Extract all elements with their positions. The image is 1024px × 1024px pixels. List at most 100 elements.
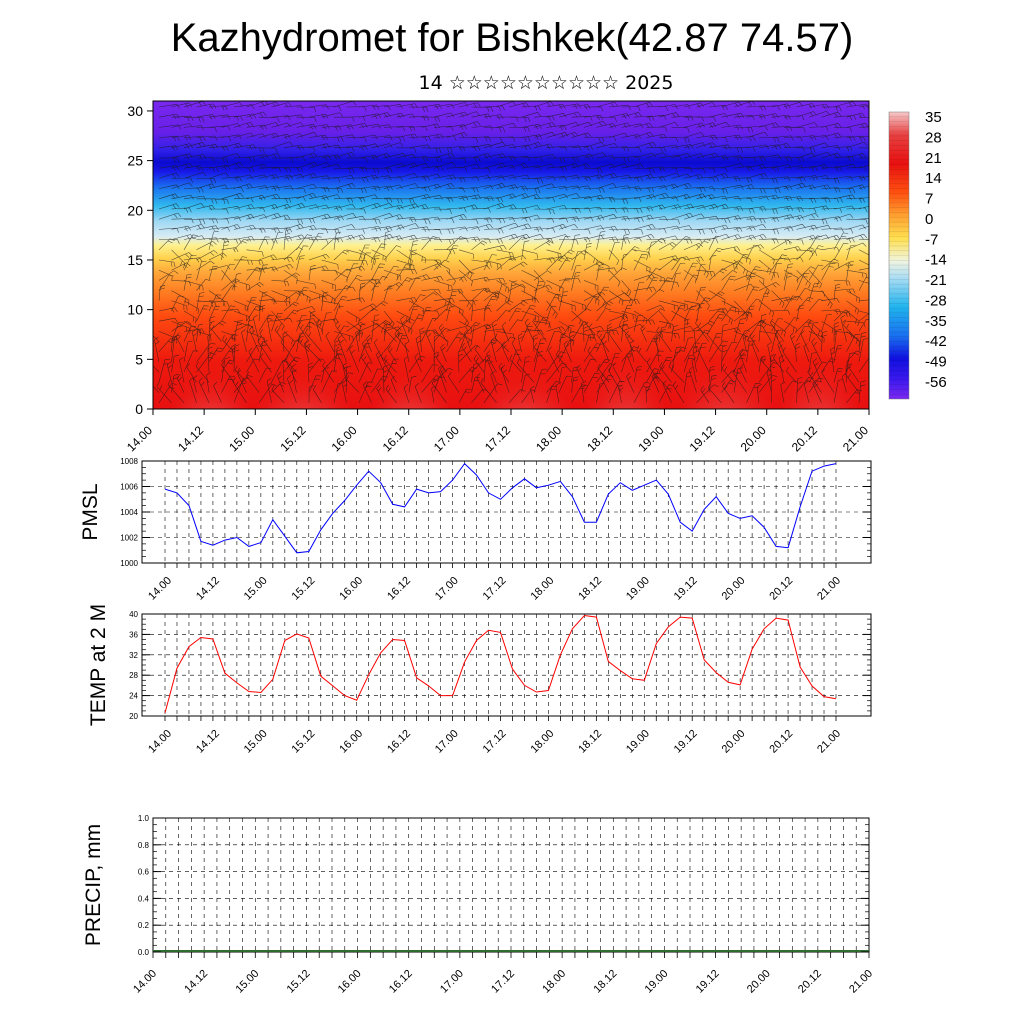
colorbar-label: -56 bbox=[925, 374, 947, 391]
cs-x-tick-label: 14.00 bbox=[124, 423, 155, 454]
cs-y-tick-label: 0 bbox=[135, 401, 143, 417]
cs-x-tick-label: 21.00 bbox=[840, 423, 871, 454]
colorbar-label: -49 bbox=[925, 354, 947, 371]
surface-heat-spot bbox=[257, 339, 350, 409]
surface-heat-spot bbox=[780, 319, 857, 409]
precip-x-tick-label: 18.00 bbox=[540, 968, 568, 996]
precip-x-tick-label: 14.12 bbox=[182, 968, 210, 996]
colorbar-label: -28 bbox=[925, 292, 947, 309]
temp-y-tick-label: 28 bbox=[129, 671, 138, 680]
temp-y-tick-label: 40 bbox=[129, 610, 138, 619]
pmsl-y-tick-label: 1008 bbox=[120, 457, 138, 466]
wind-barbs bbox=[153, 101, 869, 403]
precip-x-tick-label: 15.12 bbox=[285, 968, 313, 996]
cs-x-tick-label: 19.00 bbox=[635, 423, 666, 454]
precip-axes: 0.0 0.2 0.4 0.6 0.8 1.0 14.00 14.12 15.00 15.12 16… bbox=[131, 814, 875, 996]
precip-ylabel: PRECIP, mm bbox=[82, 824, 105, 946]
cross-section-y-axis: 0 5 10 15 20 25 30 bbox=[127, 103, 153, 417]
precip-x-tick-label: 15.00 bbox=[233, 968, 261, 996]
colorbar-label: 0 bbox=[925, 211, 933, 228]
temp-x-tick-label: 19.00 bbox=[624, 728, 652, 756]
pmsl-x-tick-label: 19.00 bbox=[624, 575, 652, 603]
temp-series-line bbox=[164, 614, 837, 714]
cs-x-tick-label: 16.00 bbox=[329, 423, 360, 454]
precip-x-tick-label: 21.00 bbox=[847, 968, 875, 996]
pmsl-y-tick-label: 1006 bbox=[120, 483, 138, 492]
colorbar-label: -7 bbox=[925, 231, 938, 248]
temp-x-tick-label: 21.00 bbox=[815, 728, 843, 756]
temp-x-tick-label: 20.12 bbox=[767, 728, 795, 756]
precip-x-tick-label: 20.12 bbox=[796, 968, 824, 996]
pmsl-x-tick-label: 18.00 bbox=[528, 575, 556, 603]
pmsl-panel: 1000 1002 1004 1006 1008 14.00 14.12 15.00 15.12… bbox=[79, 457, 872, 603]
cs-x-tick-label: 14.12 bbox=[175, 423, 206, 454]
temp-x-tick-label: 14.00 bbox=[146, 728, 174, 756]
pmsl-y-tick-label: 1002 bbox=[120, 534, 138, 543]
temp-ylabel: TEMP at 2 M bbox=[87, 604, 110, 726]
page-title: Kazhydromet for Bishkek(42.87 74.57) bbox=[170, 16, 854, 60]
cs-x-tick-label: 16.12 bbox=[380, 423, 411, 454]
temp-frame bbox=[141, 613, 872, 717]
surface-heat-spot bbox=[679, 319, 772, 409]
precip-y-tick-label: 0.2 bbox=[138, 921, 150, 930]
cross-section-x-axis: 14.00 14.12 15.00 15.12 16.00 16.12 17.00 17.12… bbox=[124, 409, 871, 454]
pmsl-x-tick-label: 16.12 bbox=[385, 575, 413, 603]
cross-section-panel: 0 5 10 15 20 25 30 14.00 14.12 15.00 15.12 16.00 16… bbox=[124, 100, 871, 454]
wind-barb-paths bbox=[153, 101, 869, 403]
colorbar-label: 7 bbox=[925, 191, 933, 208]
cs-x-tick-label: 18.00 bbox=[533, 423, 564, 454]
pmsl-x-tick-label: 20.12 bbox=[767, 575, 795, 603]
precip-x-tick-label: 19.12 bbox=[694, 968, 722, 996]
colorbar-label: 21 bbox=[925, 150, 942, 167]
colorbar-label: 14 bbox=[925, 170, 942, 187]
pmsl-x-tick-label: 16.00 bbox=[337, 575, 365, 603]
surface-heat-spot bbox=[172, 339, 249, 409]
pmsl-y-tick-label: 1004 bbox=[120, 508, 138, 517]
precip-y-tick-label: 0.4 bbox=[138, 894, 150, 903]
pmsl-x-tick-label: 20.00 bbox=[720, 575, 748, 603]
pmsl-x-tick-label: 15.00 bbox=[242, 575, 270, 603]
pmsl-x-tick-label: 17.00 bbox=[433, 575, 461, 603]
temp-x-tick-label: 20.00 bbox=[720, 728, 748, 756]
surface-heat-spot bbox=[587, 319, 664, 409]
colorbar-label: -35 bbox=[925, 313, 947, 330]
temp-y-tick-label: 32 bbox=[129, 651, 138, 660]
temp-x-tick-label: 18.00 bbox=[528, 728, 556, 756]
temp-x-tick-label: 16.00 bbox=[337, 728, 365, 756]
pmsl-x-tick-label: 14.12 bbox=[194, 575, 222, 603]
colorbar-ramp bbox=[889, 112, 909, 399]
precip-grid bbox=[152, 818, 870, 952]
temp-x-tick-label: 14.12 bbox=[194, 728, 222, 756]
cs-x-tick-label: 20.00 bbox=[738, 423, 769, 454]
cs-x-tick-label: 15.00 bbox=[226, 423, 257, 454]
temp-panel: 20 24 28 32 36 40 14.00 14.12 15.00 15.12 16.00 16.… bbox=[87, 604, 872, 756]
cs-x-tick-label: 17.00 bbox=[431, 423, 462, 454]
pmsl-x-tick-label: 15.12 bbox=[290, 575, 318, 603]
pmsl-axes: 1000 1002 1004 1006 1008 14.00 14.12 15.00 15.12… bbox=[120, 457, 871, 603]
temp-x-tick-label: 17.00 bbox=[433, 728, 461, 756]
temp-grid bbox=[142, 614, 871, 716]
precip-panel: 0.0 0.2 0.4 0.6 0.8 1.0 14.00 14.12 15.00 15.12 16… bbox=[82, 814, 875, 996]
cs-y-tick-label: 5 bbox=[135, 351, 143, 367]
pmsl-x-tick-label: 21.00 bbox=[815, 575, 843, 603]
temp-x-tick-label: 16.12 bbox=[385, 728, 413, 756]
page-subtitle: 14 ☆☆☆☆☆☆☆☆☆☆ 2025 bbox=[418, 72, 674, 94]
colorbar-levels bbox=[889, 116, 909, 395]
pmsl-x-tick-label: 17.12 bbox=[481, 575, 509, 603]
temp-x-tick-label: 15.00 bbox=[242, 728, 270, 756]
precip-x-tick-label: 19.00 bbox=[643, 968, 671, 996]
precip-x-tick-label: 17.00 bbox=[438, 968, 466, 996]
temp-x-tick-label: 19.12 bbox=[672, 728, 700, 756]
pmsl-series-line bbox=[164, 462, 837, 554]
precip-x-tick-label: 18.12 bbox=[591, 968, 619, 996]
precip-x-tick-label: 16.12 bbox=[387, 968, 415, 996]
colorbar-labels: 35 28 21 14 7 0 -7 -14 -21 -28 -35 -42 -49 -56 bbox=[925, 109, 947, 391]
temp-y-tick-label: 24 bbox=[129, 692, 138, 701]
pmsl-x-tick-label: 19.12 bbox=[672, 575, 700, 603]
pmsl-x-tick-label: 14.00 bbox=[146, 575, 174, 603]
colorbar-label: 28 bbox=[925, 129, 942, 146]
cs-x-tick-label: 18.12 bbox=[584, 423, 615, 454]
temp-y-tick-label: 20 bbox=[129, 712, 138, 721]
pmsl-y-tick-label: 1000 bbox=[120, 559, 138, 568]
precip-x-tick-label: 14.00 bbox=[131, 968, 159, 996]
